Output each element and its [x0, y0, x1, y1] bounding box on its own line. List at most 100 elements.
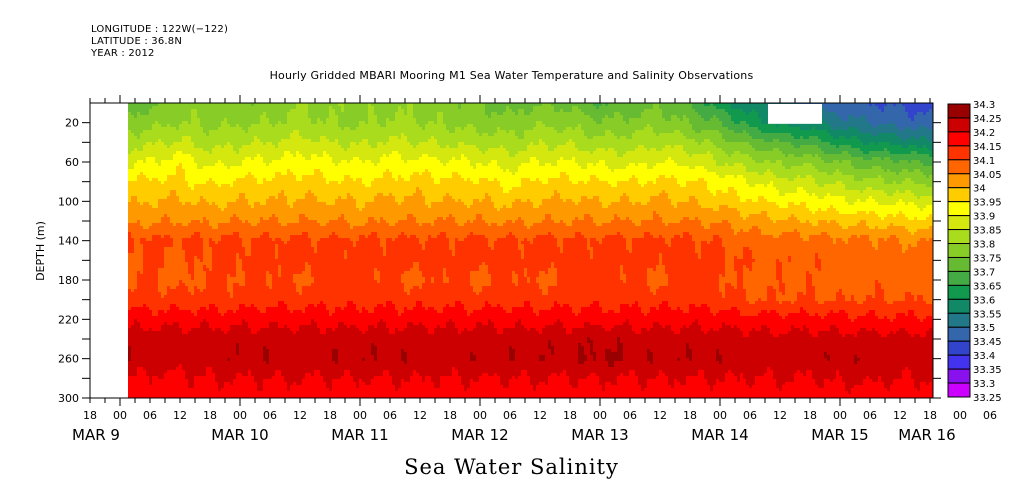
- field-cell: [734, 133, 737, 142]
- field-cell: [776, 160, 779, 178]
- field-cell: [623, 376, 626, 398]
- colorbar-label: 34.2: [973, 128, 995, 139]
- field-cell: [617, 139, 620, 157]
- field-cell: [347, 301, 350, 328]
- field-cell: [419, 103, 422, 127]
- field-cell: [887, 391, 890, 398]
- field-cell: [527, 376, 530, 398]
- field-cell: [338, 307, 341, 322]
- field-cell: [911, 379, 914, 398]
- field-cell: [128, 103, 131, 112]
- field-cell: [176, 142, 179, 151]
- field-cell: [683, 103, 686, 115]
- field-cell: [866, 313, 869, 331]
- field-cell: [833, 160, 836, 172]
- field-cell: [659, 109, 662, 133]
- field-cell: [605, 151, 608, 166]
- field-cell: [824, 232, 827, 301]
- field-cell: [845, 139, 848, 145]
- x-hour-label: 06: [383, 409, 397, 422]
- field-cell: [416, 103, 419, 124]
- field-cell: [134, 148, 137, 163]
- field-cell: [896, 238, 899, 301]
- field-cell: [881, 178, 884, 190]
- field-cell: [896, 202, 899, 214]
- field-cell: [161, 160, 164, 184]
- field-cell: [665, 121, 668, 133]
- field-cell: [509, 232, 512, 313]
- field-cell: [731, 229, 734, 286]
- field-cell: [617, 376, 620, 398]
- field-cell: [809, 130, 812, 136]
- field-cell: [572, 106, 575, 130]
- field-cell: [929, 103, 932, 109]
- field-cell: [302, 157, 305, 175]
- field-cell: [635, 226, 638, 238]
- field-cell: [260, 328, 263, 391]
- field-cell: [911, 247, 914, 295]
- field-cell: [782, 142, 785, 154]
- field-cell: [821, 331, 824, 388]
- field-cell: [176, 322, 179, 367]
- field-cell: [917, 220, 920, 229]
- y-axis-title: DEPTH (m): [34, 221, 47, 281]
- field-cell: [755, 214, 758, 226]
- field-cell: [800, 187, 803, 202]
- field-cell: [404, 136, 407, 163]
- field-cell: [149, 385, 152, 398]
- field-cell: [677, 103, 680, 118]
- field-cell: [134, 196, 137, 223]
- field-cell: [407, 103, 410, 142]
- field-cell: [614, 151, 617, 169]
- field-cell: [581, 169, 584, 181]
- field-cell: [767, 160, 770, 169]
- field-cell: [200, 262, 203, 292]
- field-cell: [587, 199, 590, 214]
- field-cell: [863, 169, 866, 178]
- field-cell: [374, 346, 377, 361]
- field-cell: [251, 238, 254, 304]
- field-cell: [827, 361, 830, 379]
- field-cell: [782, 295, 785, 301]
- field-cell: [140, 238, 143, 244]
- field-cell: [317, 103, 320, 118]
- field-cell: [368, 217, 371, 235]
- field-cell: [725, 127, 728, 142]
- field-cell: [857, 238, 860, 304]
- field-cell: [236, 199, 239, 217]
- field-cell: [881, 151, 884, 160]
- field-cell: [179, 364, 182, 398]
- field-cell: [692, 130, 695, 139]
- field-cell: [611, 328, 614, 352]
- field-cell: [920, 211, 923, 220]
- field-cell: [875, 190, 878, 202]
- field-cell: [872, 166, 875, 178]
- field-cell: [374, 328, 377, 346]
- field-cell: [659, 103, 662, 109]
- field-cell: [182, 169, 185, 205]
- field-cell: [887, 184, 890, 196]
- field-cell: [212, 304, 215, 331]
- field-cell: [878, 157, 881, 166]
- field-cell: [605, 235, 608, 313]
- field-cell: [164, 235, 167, 247]
- field-cell: [548, 325, 551, 340]
- field-cell: [659, 217, 662, 235]
- field-cell: [455, 301, 458, 328]
- colorbar-swatch: [947, 312, 971, 328]
- field-cell: [863, 316, 866, 328]
- field-cell: [344, 259, 347, 307]
- field-cell: [767, 169, 770, 184]
- field-cell: [494, 328, 497, 373]
- field-cell: [371, 379, 374, 398]
- field-cell: [599, 106, 602, 124]
- field-cell: [620, 325, 623, 343]
- field-cell: [494, 178, 497, 208]
- field-cell: [614, 169, 617, 187]
- longitude-label: LONGITUDE : 122W(−122): [91, 24, 229, 35]
- field-cell: [206, 310, 209, 322]
- field-cell: [629, 151, 632, 163]
- field-cell: [896, 301, 899, 313]
- field-cell: [908, 127, 911, 139]
- field-cell: [284, 124, 287, 139]
